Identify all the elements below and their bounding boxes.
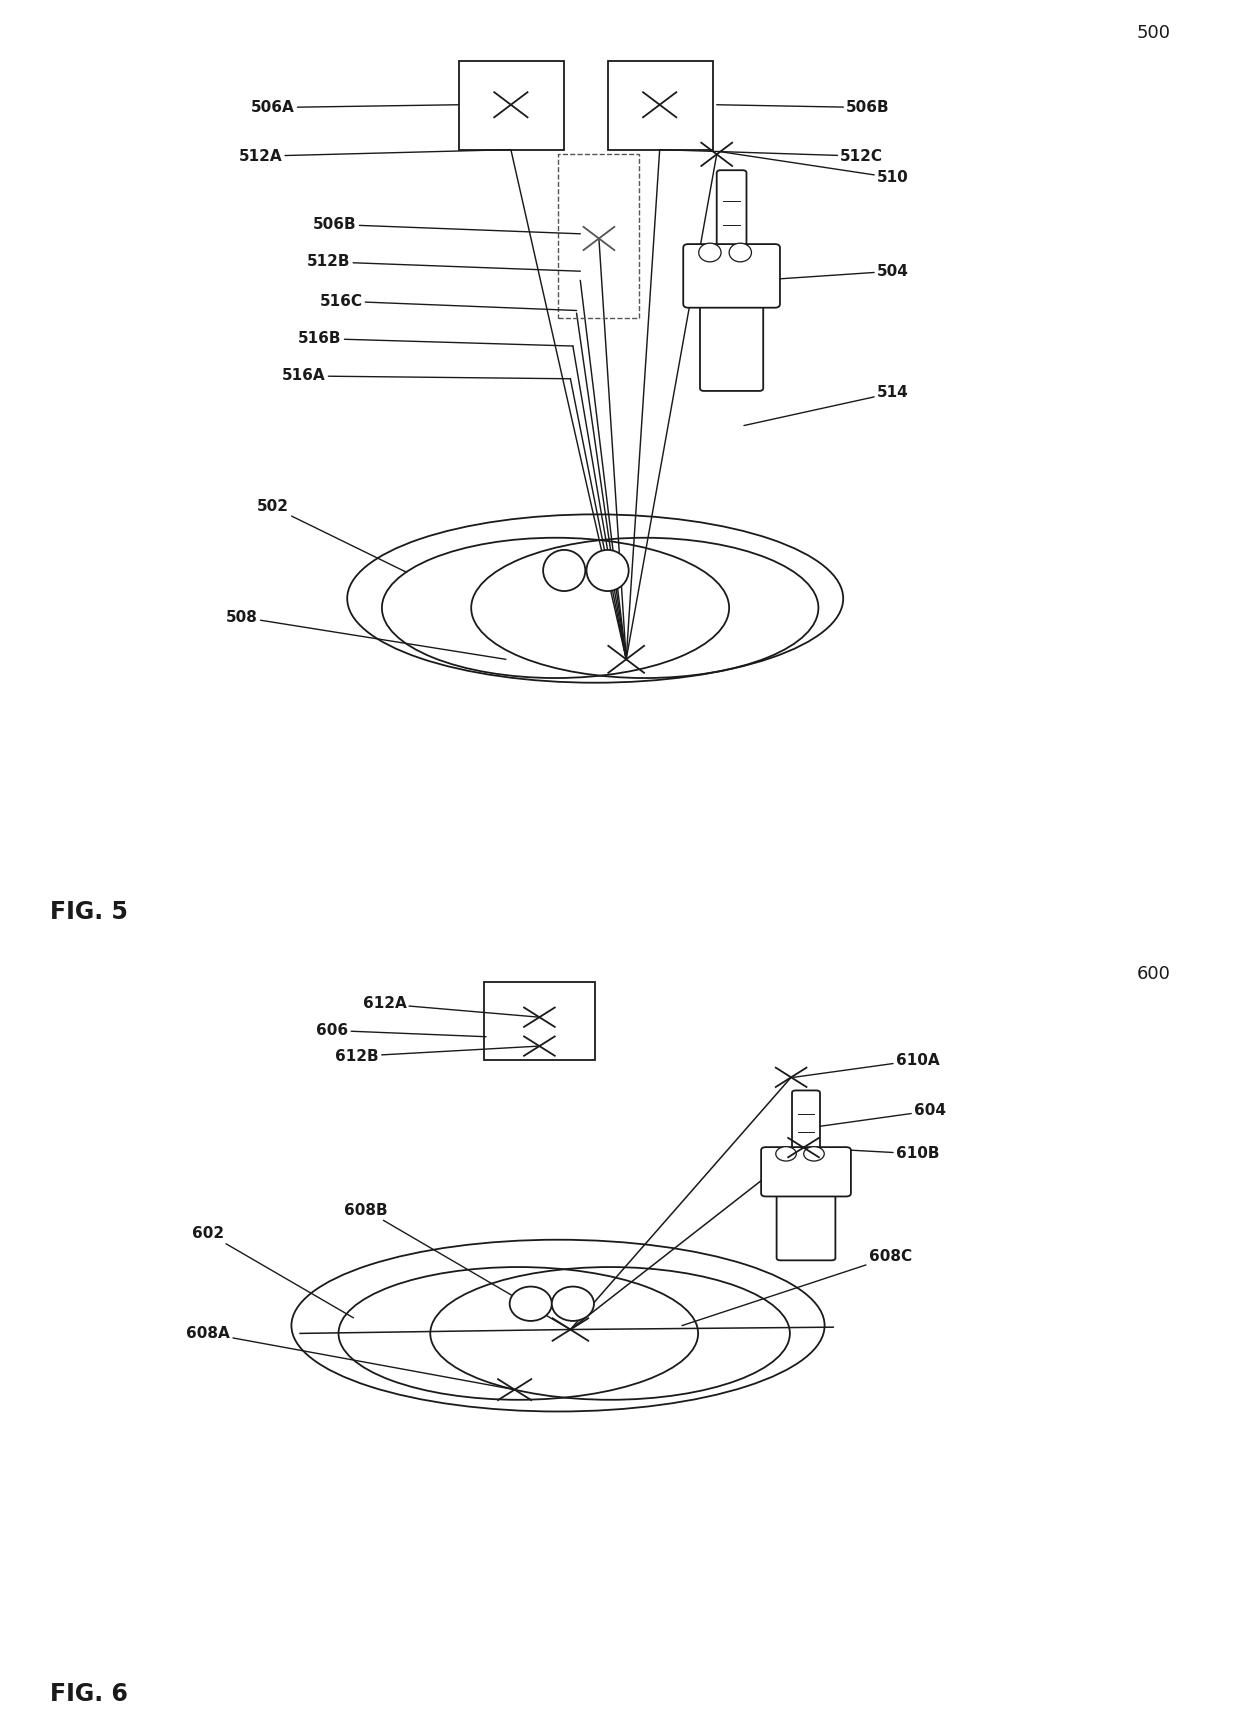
Text: 512A: 512A [238, 149, 511, 163]
Text: 512B: 512B [306, 254, 580, 271]
FancyBboxPatch shape [699, 297, 764, 391]
Text: 612B: 612B [335, 1047, 539, 1064]
FancyBboxPatch shape [776, 1187, 836, 1260]
Text: 612A: 612A [362, 997, 539, 1018]
Ellipse shape [510, 1287, 552, 1321]
Text: 516B: 516B [298, 331, 573, 347]
Text: FIG. 5: FIG. 5 [50, 899, 128, 923]
Text: 514: 514 [744, 386, 909, 426]
Text: 506B: 506B [717, 100, 890, 115]
Text: 516A: 516A [281, 369, 570, 383]
Ellipse shape [729, 244, 751, 263]
Text: 502: 502 [257, 499, 407, 573]
Text: 500: 500 [1136, 24, 1171, 41]
Bar [558, 154, 639, 317]
FancyBboxPatch shape [717, 170, 746, 256]
Bar [459, 60, 564, 149]
Text: 610B: 610B [804, 1146, 940, 1162]
FancyBboxPatch shape [683, 244, 780, 307]
Text: 608C: 608C [682, 1249, 911, 1325]
FancyBboxPatch shape [761, 1146, 851, 1196]
Text: 602: 602 [192, 1225, 353, 1318]
Text: 504: 504 [754, 264, 909, 280]
Text: 608A: 608A [186, 1326, 515, 1390]
Ellipse shape [804, 1146, 825, 1162]
Text: 506A: 506A [250, 100, 459, 115]
Text: 610A: 610A [794, 1052, 940, 1078]
Text: 600: 600 [1136, 966, 1171, 983]
Ellipse shape [699, 244, 720, 263]
Text: 608B: 608B [343, 1203, 570, 1330]
Text: 510: 510 [719, 151, 909, 185]
Text: 508: 508 [226, 609, 506, 659]
FancyBboxPatch shape [792, 1090, 820, 1157]
Text: 604: 604 [818, 1103, 946, 1126]
Ellipse shape [552, 1287, 594, 1321]
Ellipse shape [543, 549, 585, 590]
Text: 512C: 512C [660, 149, 883, 163]
Text: FIG. 6: FIG. 6 [50, 1682, 128, 1706]
Ellipse shape [587, 549, 629, 590]
Text: 516C: 516C [320, 293, 577, 311]
Bar [484, 982, 595, 1060]
Text: 606: 606 [316, 1023, 486, 1038]
Text: 506B: 506B [312, 216, 580, 233]
Ellipse shape [776, 1146, 796, 1162]
Bar [608, 60, 713, 149]
